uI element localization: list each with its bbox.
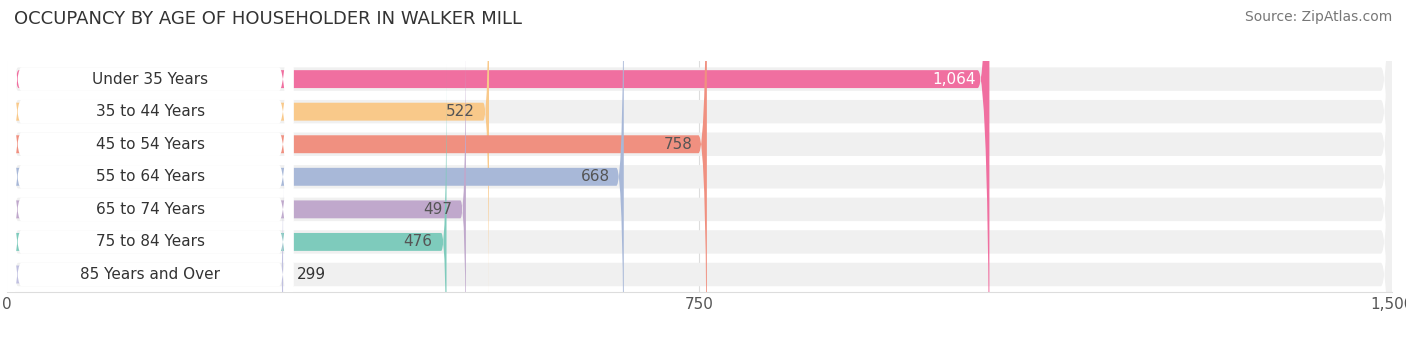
FancyBboxPatch shape	[7, 0, 294, 340]
FancyBboxPatch shape	[7, 65, 447, 340]
Text: 522: 522	[446, 104, 475, 119]
Text: 55 to 64 Years: 55 to 64 Years	[96, 169, 205, 184]
FancyBboxPatch shape	[7, 0, 294, 340]
Text: 758: 758	[664, 137, 693, 152]
FancyBboxPatch shape	[7, 0, 1392, 340]
FancyBboxPatch shape	[7, 0, 294, 340]
Text: 35 to 44 Years: 35 to 44 Years	[96, 104, 205, 119]
Text: Source: ZipAtlas.com: Source: ZipAtlas.com	[1244, 10, 1392, 24]
FancyBboxPatch shape	[7, 0, 1392, 340]
FancyBboxPatch shape	[7, 0, 294, 340]
Text: 1,064: 1,064	[932, 72, 976, 87]
Text: 85 Years and Over: 85 Years and Over	[80, 267, 221, 282]
FancyBboxPatch shape	[7, 0, 294, 340]
FancyBboxPatch shape	[7, 0, 1392, 340]
FancyBboxPatch shape	[7, 0, 624, 340]
FancyBboxPatch shape	[7, 0, 990, 340]
Text: 476: 476	[404, 234, 433, 250]
FancyBboxPatch shape	[7, 0, 1392, 340]
Text: Under 35 Years: Under 35 Years	[91, 72, 208, 87]
Text: 299: 299	[297, 267, 326, 282]
Text: 65 to 74 Years: 65 to 74 Years	[96, 202, 205, 217]
FancyBboxPatch shape	[7, 0, 1392, 340]
Text: 45 to 54 Years: 45 to 54 Years	[96, 137, 205, 152]
FancyBboxPatch shape	[7, 0, 294, 340]
Text: OCCUPANCY BY AGE OF HOUSEHOLDER IN WALKER MILL: OCCUPANCY BY AGE OF HOUSEHOLDER IN WALKE…	[14, 10, 522, 28]
FancyBboxPatch shape	[7, 0, 1392, 340]
Text: 75 to 84 Years: 75 to 84 Years	[96, 234, 205, 250]
FancyBboxPatch shape	[7, 0, 707, 340]
Text: 497: 497	[423, 202, 453, 217]
Text: 668: 668	[581, 169, 610, 184]
FancyBboxPatch shape	[7, 0, 294, 340]
FancyBboxPatch shape	[7, 0, 489, 307]
FancyBboxPatch shape	[7, 0, 1392, 340]
FancyBboxPatch shape	[7, 167, 283, 340]
FancyBboxPatch shape	[7, 24, 465, 340]
